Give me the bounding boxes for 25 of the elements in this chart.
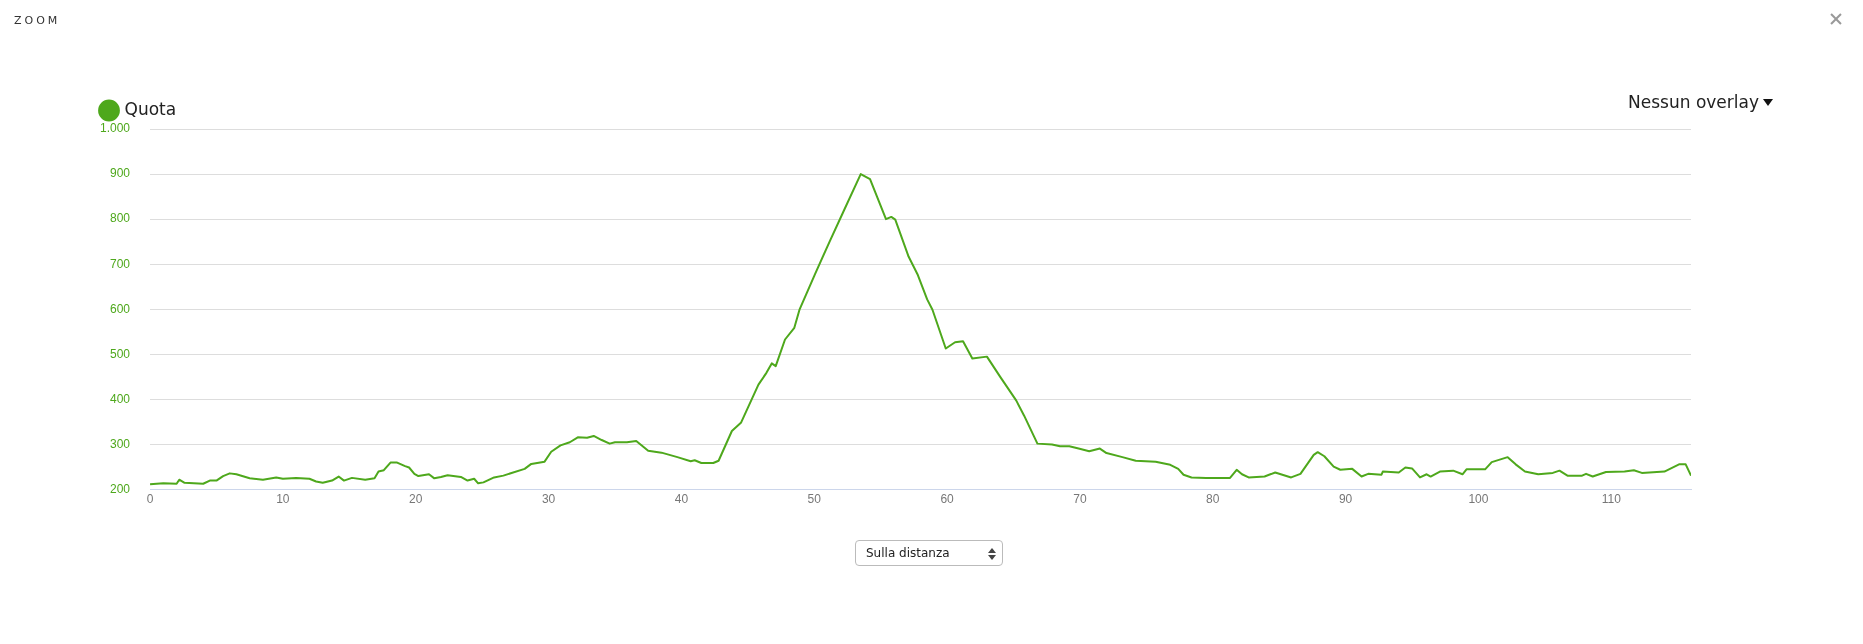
y-tick-label: 400 [110, 391, 131, 406]
x-tick-label: 40 [674, 492, 689, 507]
x-tick-label: 20 [409, 492, 423, 507]
y-tick-label: 600 [110, 301, 131, 316]
y-tick-label: 700 [110, 256, 131, 271]
y-tick-label: 1.000 [100, 121, 131, 136]
x-tick-label: 70 [1073, 492, 1087, 507]
text: ZOOM [14, 14, 61, 27]
x-tick-label: 100 [1468, 492, 1489, 507]
text: Sulla distanza [866, 546, 950, 560]
x-tick-label: 50 [807, 492, 822, 507]
y-tick-label: 800 [110, 211, 131, 226]
y-tick-label: 900 [110, 166, 131, 181]
x-tick-label: 110 [1601, 492, 1622, 507]
text: Nessun overlay [1628, 92, 1759, 112]
x-tick-label: 90 [1338, 492, 1353, 507]
x-tick-label: 80 [1206, 492, 1220, 507]
legend-label: Quota [124, 98, 177, 119]
y-tick-label: 300 [110, 436, 131, 451]
x-tick-label: 0 [146, 492, 154, 507]
x-tick-label: 30 [541, 492, 556, 507]
x-tick-label: 60 [940, 492, 955, 507]
y-tick-label: 200 [110, 481, 131, 496]
x-tick-label: 10 [276, 492, 290, 507]
y-tick-label: 500 [110, 346, 131, 361]
